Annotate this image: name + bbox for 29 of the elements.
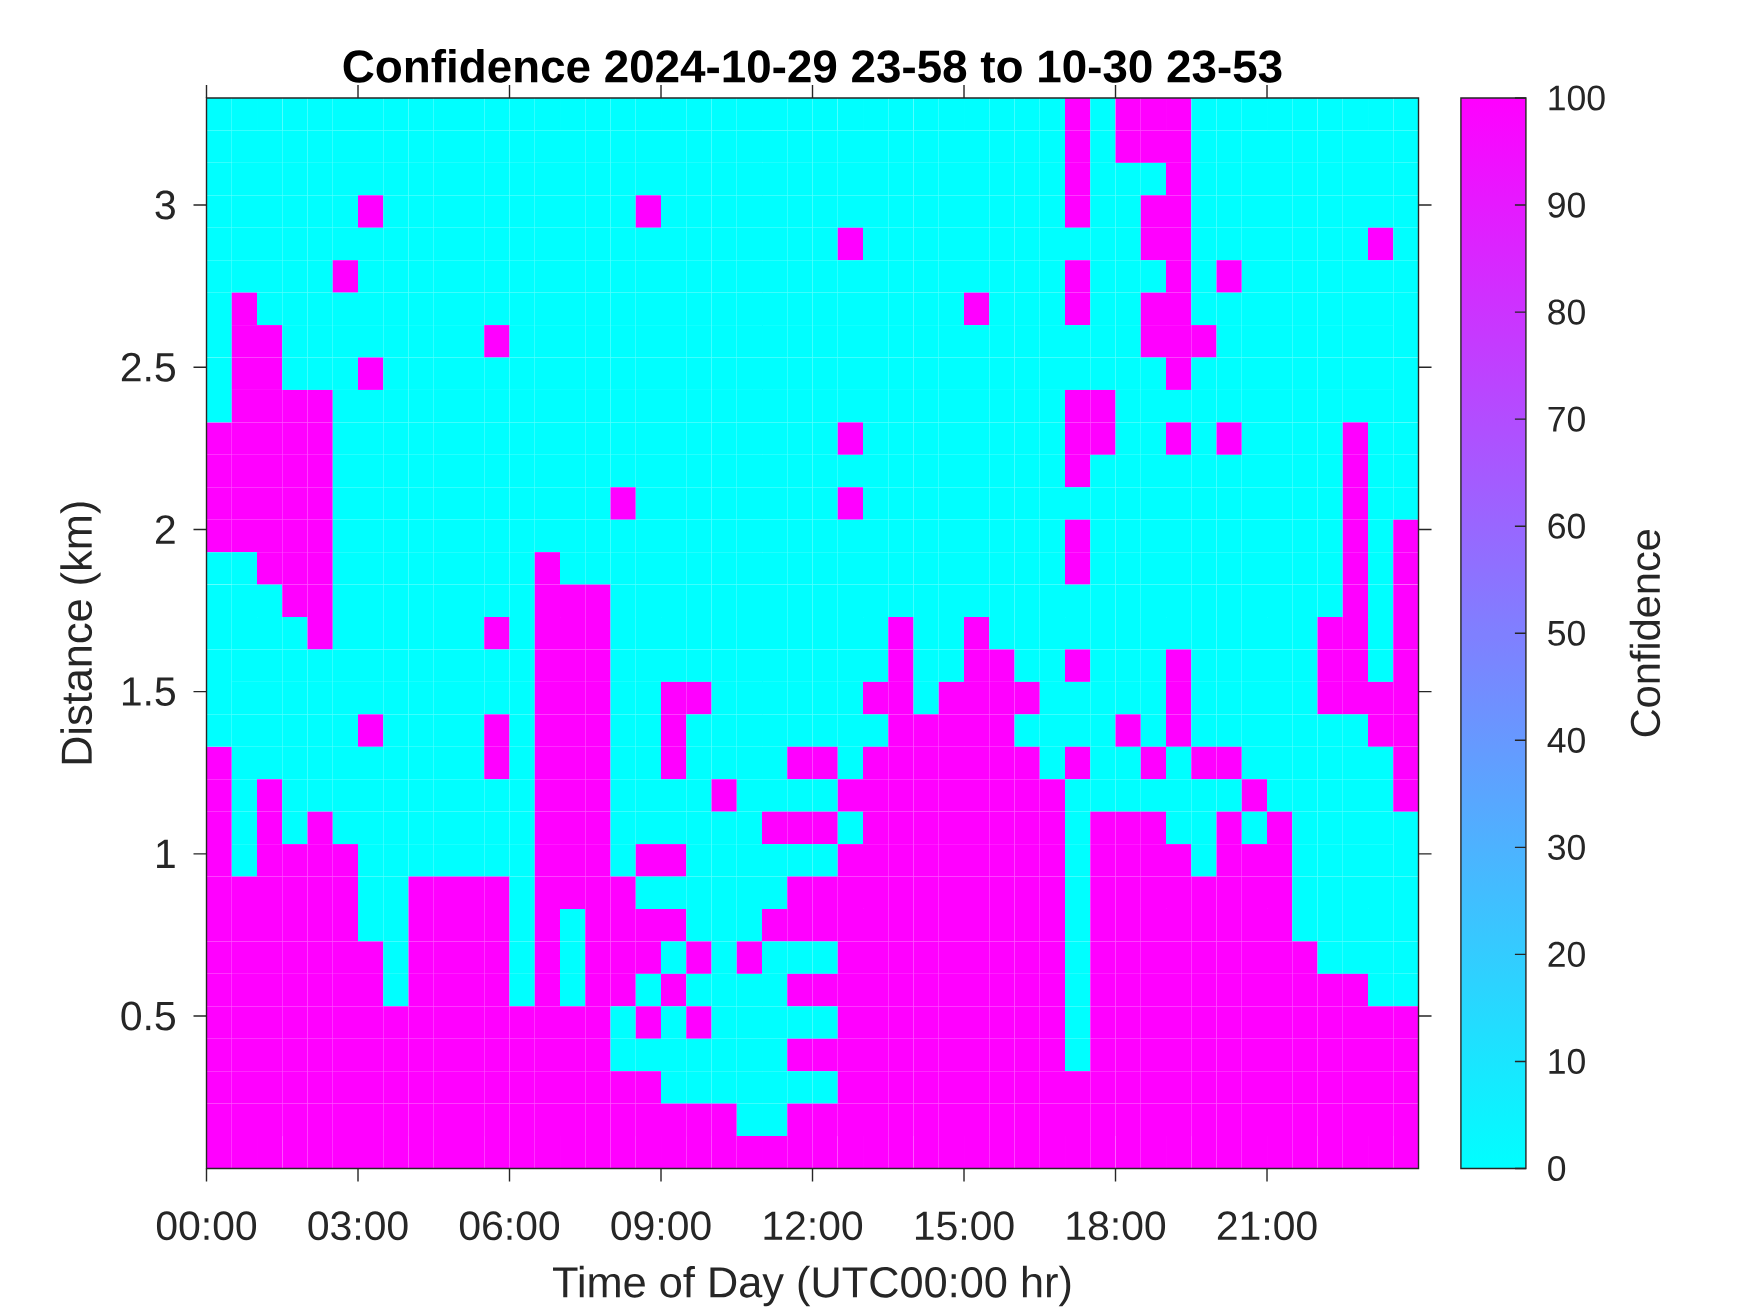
color-bar-label: 80 [1548,299,1585,325]
color-bar-label: 0 [1548,1155,1566,1182]
y-tick-label: 0.5 [121,1001,175,1031]
y-tick-label: 1.5 [122,677,175,706]
color-bar-label: 40 [1547,727,1585,753]
y-tick-label: 2.5 [121,352,175,382]
color-bar-title: Confidence [1629,530,1661,737]
chart-title: Confidence 2024-10-29 23-58 to 10-30 23-53 [343,49,1282,83]
x-tick-label: 06:00 [459,1211,560,1241]
color-bar-label: 50 [1548,620,1585,646]
color-bar-label: 100 [1549,85,1605,111]
color-bar-label: 20 [1548,941,1585,967]
y-tick-label: 1 [157,839,175,868]
x-tick-label: 03:00 [308,1211,408,1241]
color-bar-label: 30 [1548,834,1585,860]
y-tick-label: 3 [155,190,175,220]
color-bar-label: 10 [1549,1048,1585,1075]
x-tick-label: 09:00 [611,1211,711,1241]
y-tick-label: 2 [155,515,175,544]
x-tick-label: 15:00 [915,1211,1014,1241]
x-axis-title: Time of Day (UTC00:00 hr) [553,1265,1071,1307]
x-tick-label: 12:00 [764,1211,863,1241]
color-bar-label: 90 [1548,192,1585,218]
y-axis-title: Distance (km) [60,502,101,764]
color-bar-label: 60 [1548,513,1585,539]
x-tick-label: 00:00 [156,1211,257,1241]
x-tick-label: 21:00 [1217,1211,1317,1241]
x-tick-label: 18:00 [1067,1211,1166,1241]
color-bar-label: 70 [1548,406,1585,432]
